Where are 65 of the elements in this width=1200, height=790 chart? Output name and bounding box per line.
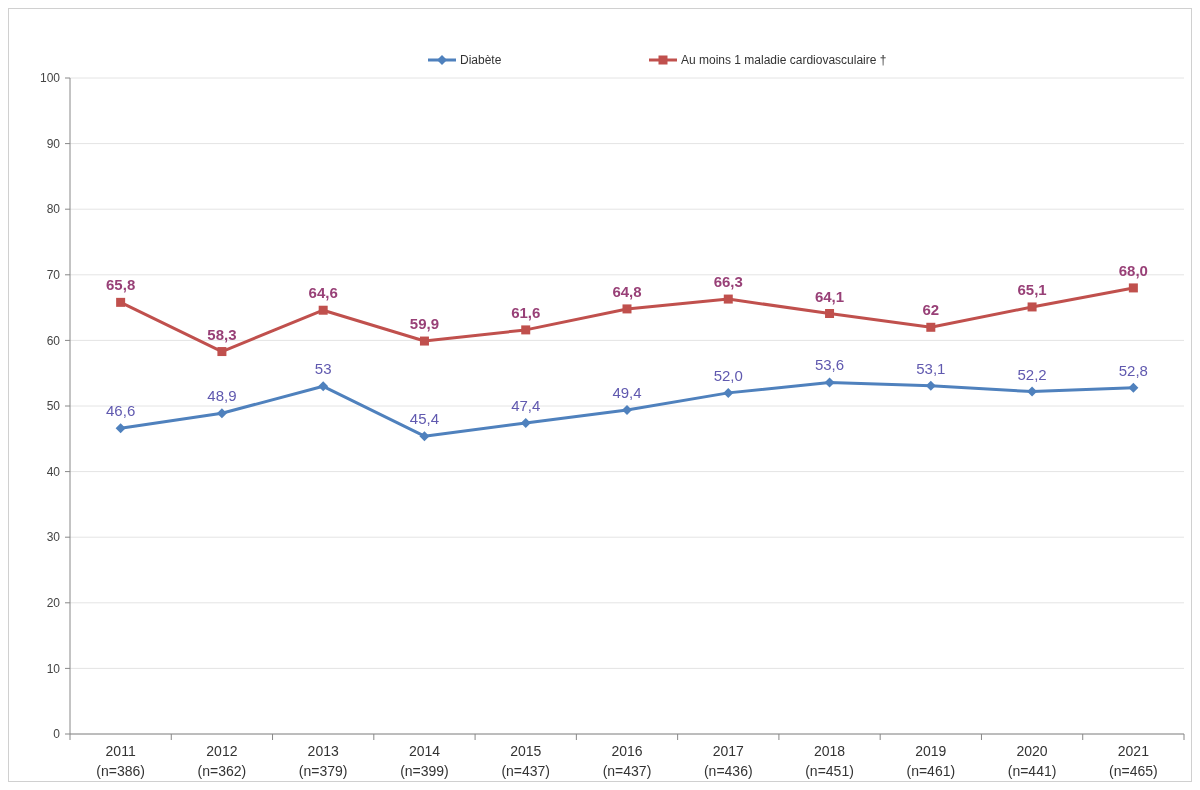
point bbox=[622, 404, 632, 415]
point bbox=[216, 408, 227, 419]
data-label: 64,1 bbox=[814, 287, 845, 305]
y-tick-label: 90 bbox=[46, 136, 61, 151]
y-tick-label: 100 bbox=[39, 71, 61, 86]
point bbox=[419, 336, 429, 346]
point bbox=[521, 325, 531, 335]
y-tick-label: 20 bbox=[46, 596, 61, 610]
point bbox=[115, 423, 126, 434]
x-tick-label: 2017 (n=436) bbox=[703, 743, 753, 779]
x-tick-label: 2016 (n=437) bbox=[602, 743, 652, 779]
data-label: 59,9 bbox=[409, 315, 440, 333]
data-label: 52,2 bbox=[1017, 365, 1047, 383]
x-tick-label: 2011 (n=386) bbox=[96, 743, 145, 779]
data-label: 49,4 bbox=[612, 383, 642, 401]
point bbox=[824, 377, 835, 388]
data-label: 58,3 bbox=[207, 325, 237, 343]
data-label: 66,3 bbox=[713, 273, 743, 291]
data-label: 52,8 bbox=[1118, 361, 1148, 379]
data-label: 52,0 bbox=[713, 366, 743, 384]
x-tick-label: 2020 (n=441) bbox=[1007, 743, 1057, 779]
point bbox=[723, 387, 734, 398]
point bbox=[318, 305, 328, 315]
data-label: 68,0 bbox=[1118, 261, 1148, 279]
data-label: 64,8 bbox=[612, 282, 642, 300]
y-tick-label: 40 bbox=[46, 464, 61, 479]
point bbox=[217, 347, 227, 357]
data-label: 47,4 bbox=[511, 397, 541, 415]
y-tick-label: 60 bbox=[46, 333, 61, 348]
data-label: 53,6 bbox=[814, 356, 845, 374]
data-label: 62 bbox=[922, 301, 940, 319]
point bbox=[825, 309, 835, 318]
point bbox=[1128, 283, 1138, 293]
point bbox=[419, 431, 430, 442]
data-label: 53,1 bbox=[916, 359, 946, 377]
data-label: 48,9 bbox=[207, 387, 237, 405]
x-tick-label: 2021 (n=465) bbox=[1109, 743, 1158, 779]
legend-label: Diabète bbox=[460, 53, 502, 68]
x-tick-label: 2013 (n=379) bbox=[298, 743, 348, 779]
point bbox=[1027, 302, 1037, 312]
data-label: 61,6 bbox=[511, 303, 541, 321]
point bbox=[723, 294, 733, 304]
point bbox=[318, 381, 329, 392]
data-label: 65,1 bbox=[1017, 280, 1047, 298]
y-tick-label: 70 bbox=[46, 268, 61, 282]
data-label: 53 bbox=[314, 360, 332, 378]
x-tick-label: 2014 (n=399) bbox=[400, 743, 449, 779]
x-tick-label: 2018 (n=451) bbox=[805, 743, 854, 779]
y-tick-label: 50 bbox=[46, 399, 61, 414]
legend-label: Au moins 1 maladie cardiovasculaire † bbox=[681, 53, 887, 68]
data-label: 46,6 bbox=[106, 402, 136, 420]
y-tick-label: 0 bbox=[53, 727, 61, 742]
point bbox=[926, 322, 936, 332]
point bbox=[1128, 382, 1139, 393]
point bbox=[622, 304, 632, 314]
x-tick-label: 2012 (n=362) bbox=[197, 743, 247, 779]
y-tick-label: 30 bbox=[46, 530, 61, 545]
point bbox=[116, 297, 126, 307]
data-label: 64,6 bbox=[308, 284, 338, 302]
x-tick-label: 2019 (n=461) bbox=[906, 743, 956, 779]
data-label: 65,8 bbox=[106, 276, 136, 294]
data-label: 45,4 bbox=[409, 410, 440, 428]
y-tick-label: 80 bbox=[46, 202, 61, 217]
x-tick-label: 2015 (n=437) bbox=[501, 743, 551, 779]
y-tick-label: 10 bbox=[46, 661, 61, 676]
